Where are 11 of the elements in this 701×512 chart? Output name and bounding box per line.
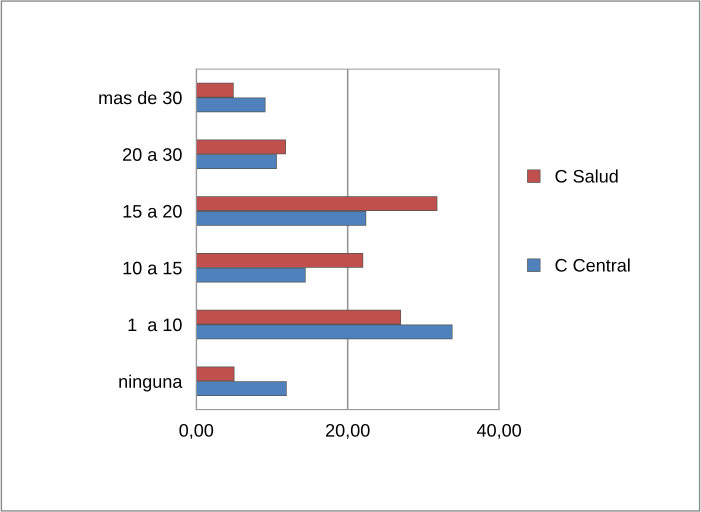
y-tick-label: 10 a 15 xyxy=(124,262,182,274)
y-tick-label: 1 a 10 xyxy=(128,318,182,332)
y-tick-label: 20 a 30 xyxy=(123,148,182,161)
x-tick-label: 40,00 xyxy=(476,424,521,439)
y-tick-label: mas de 30 xyxy=(99,90,182,104)
y-tick-label: ninguna xyxy=(119,374,182,392)
legend-label: C Salud xyxy=(555,169,618,183)
x-tick-label: 20,00 xyxy=(326,424,370,439)
x-tick-label: 0,00 xyxy=(179,424,214,439)
y-tick-label: 15 a 20 xyxy=(124,204,182,218)
legend-label: C Central xyxy=(555,258,630,272)
